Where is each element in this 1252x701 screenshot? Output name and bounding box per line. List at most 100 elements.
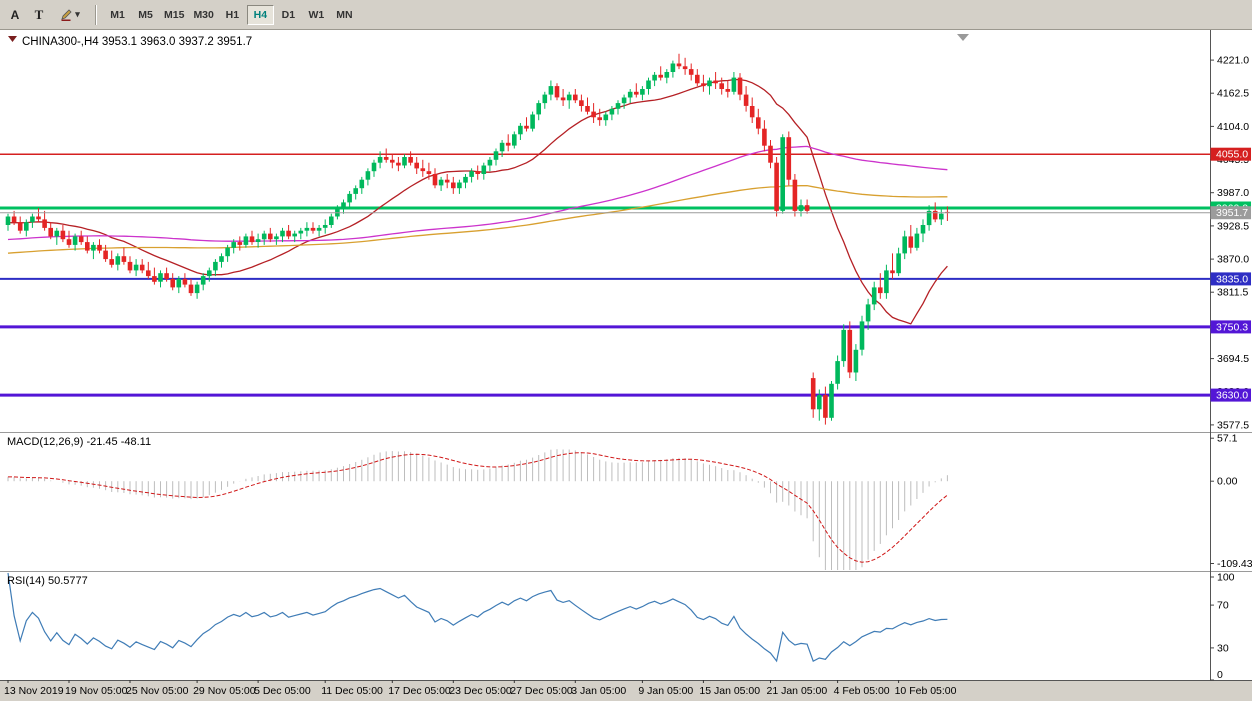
candle (139, 259, 145, 274)
candle (920, 219, 926, 243)
candle (390, 154, 395, 169)
candle (48, 222, 53, 240)
candle (768, 140, 773, 169)
candle (743, 86, 749, 112)
candle (505, 134, 511, 152)
candle (310, 222, 316, 234)
candle (463, 174, 468, 189)
color-picker-dropdown[interactable]: ▾ (52, 3, 88, 26)
candle (97, 239, 102, 254)
candle (682, 57, 688, 75)
chart-title: CHINA300-,H4 3953.1 3963.0 3937.2 3951.7 (22, 36, 252, 48)
time-label: 29 Nov 05:00 (193, 685, 256, 697)
candle (603, 111, 609, 126)
candle (249, 230, 255, 245)
candle (213, 259, 218, 277)
candle (286, 225, 291, 240)
candle (774, 157, 779, 217)
timeframe-button-m5[interactable]: M5 (132, 4, 159, 25)
candle (499, 140, 505, 157)
candle (725, 80, 731, 98)
candle (737, 73, 743, 101)
timeframe-button-mn[interactable]: MN (330, 4, 358, 25)
macd-signal-line (8, 452, 948, 563)
candle (493, 148, 499, 166)
candle (298, 227, 304, 240)
candle (823, 386, 828, 425)
candle (78, 230, 84, 245)
candle (627, 89, 633, 104)
candle (347, 191, 352, 208)
timeframe-button-m1[interactable]: M1 (104, 4, 131, 25)
candle (176, 276, 182, 294)
candle (194, 281, 200, 299)
candle (109, 250, 114, 268)
candle (127, 256, 133, 274)
rsi-line (7, 572, 948, 663)
time-axis-bg[interactable] (0, 681, 1252, 701)
candle (280, 227, 285, 243)
candlestick-series (5, 53, 950, 425)
candle (804, 199, 810, 214)
candle (810, 372, 816, 418)
candle (420, 159, 426, 177)
timeframe-button-w1[interactable]: W1 (302, 4, 330, 25)
price-axis[interactable]: 4221.04162.54104.04045.53987.03928.53870… (1210, 55, 1252, 681)
chart-window[interactable]: 4221.04162.54104.04045.53987.03928.53870… (0, 30, 1252, 701)
candle (871, 281, 877, 311)
candle (444, 174, 450, 189)
candle (54, 227, 60, 245)
time-label: 25 Nov 05:00 (126, 685, 189, 697)
candle (847, 321, 853, 379)
candle (884, 264, 889, 299)
candle (164, 267, 169, 282)
candle (536, 100, 541, 121)
candle (585, 97, 590, 115)
candle (383, 148, 389, 163)
candle (896, 247, 901, 277)
timeframe-buttons: M1 M5 M15 M30 H1 H4 D1 W1 MN (104, 4, 358, 25)
candle (762, 120, 767, 152)
candle (878, 273, 883, 299)
timeframe-button-m15[interactable]: M15 (160, 4, 189, 25)
candle (908, 225, 914, 254)
candle (518, 123, 523, 140)
time-label: 17 Dec 05:00 (388, 685, 451, 697)
toolbar: A T ▾ M1 M5 M15 M30 H1 H4 D1 W1 MN (0, 0, 1252, 30)
price-tag-label: 3630.0 (1216, 390, 1248, 402)
candle (329, 213, 334, 228)
chart-shift-marker[interactable] (957, 34, 969, 41)
candle (640, 86, 645, 101)
timeframe-button-d1[interactable]: D1 (274, 4, 302, 25)
candle (609, 106, 615, 121)
candle (24, 219, 29, 237)
candle (859, 315, 865, 356)
symbol-marker-icon (8, 36, 17, 42)
font-tool-button[interactable]: A (4, 3, 26, 26)
macd-axis-label: 0.00 (1217, 476, 1238, 488)
candle (597, 108, 602, 126)
price-tick-label: 3811.5 (1217, 287, 1248, 299)
candle (36, 208, 41, 223)
candle (786, 131, 792, 186)
macd-axis-label: 57.1 (1217, 433, 1238, 445)
candle (17, 216, 23, 234)
candle (200, 273, 206, 291)
text-tool-button[interactable]: T (28, 3, 50, 26)
timeframe-button-h4[interactable]: H4 (246, 4, 274, 25)
candle (408, 151, 413, 166)
rsi-axis: 100 70 30 0 (1210, 572, 1235, 681)
candle (231, 239, 236, 254)
candle (353, 185, 358, 200)
candle (237, 236, 243, 251)
candle (274, 233, 279, 245)
price-tick-label: 3577.5 (1217, 419, 1249, 431)
timeframe-button-h1[interactable]: H1 (218, 4, 246, 25)
candle (560, 89, 566, 106)
candle (371, 159, 377, 177)
candle (457, 179, 462, 194)
candle (591, 103, 596, 123)
timeframe-button-m30[interactable]: M30 (189, 4, 218, 25)
